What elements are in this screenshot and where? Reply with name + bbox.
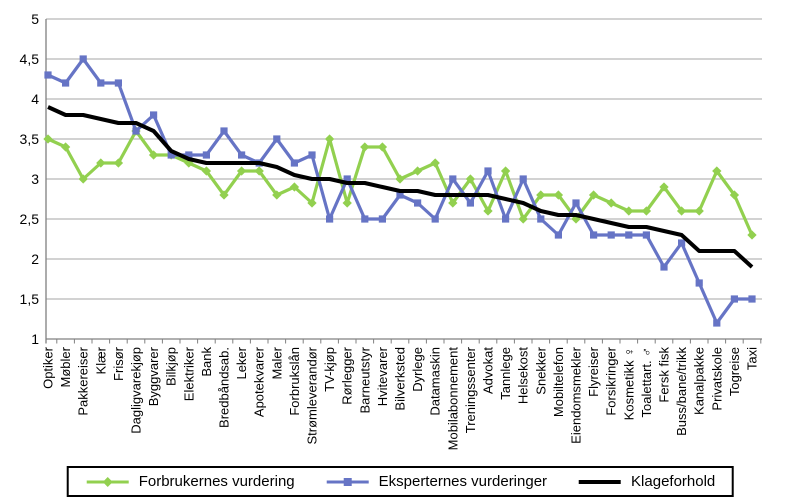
svg-text:Hvitevarer: Hvitevarer	[375, 346, 390, 406]
svg-text:Klær: Klær	[93, 346, 108, 374]
svg-text:Bank: Bank	[199, 347, 214, 377]
svg-text:Elektriker: Elektriker	[181, 346, 196, 401]
svg-text:Dagligvarekjøp: Dagligvarekjøp	[129, 347, 144, 434]
x-axis-labels: Optiker Møbler Pakkereiser Klær Frisør Daglig…	[41, 346, 760, 450]
legend-item-klageforhold: Klageforhold	[577, 473, 715, 490]
series-0-line-with-markers	[43, 126, 757, 240]
svg-text:Pakkereiser: Pakkereiser	[76, 346, 91, 415]
svg-text:Datamaskin: Datamaskin	[428, 347, 443, 416]
svg-text:5: 5	[31, 11, 39, 27]
svg-text:Dyrlege: Dyrlege	[410, 347, 425, 392]
svg-text:1,5: 1,5	[20, 291, 40, 307]
svg-text:Snekker: Snekker	[533, 346, 548, 394]
svg-text:Bilverksted: Bilverksted	[393, 347, 408, 411]
svg-text:Frisør: Frisør	[111, 346, 126, 381]
svg-text:Byggvarer: Byggvarer	[146, 346, 161, 406]
svg-text:1: 1	[31, 331, 39, 347]
y-axis-labels: 1 1,5 2 2,5 3 3,5 4 4,5 5	[20, 11, 40, 347]
svg-text:Forsikringer: Forsikringer	[604, 346, 619, 415]
legend-label: Eksperternes vurderinger	[378, 473, 548, 490]
svg-text:Bilkjøp: Bilkjøp	[164, 347, 179, 386]
svg-text:Taxi: Taxi	[745, 347, 760, 370]
chart-legend: Forbrukernes vurdering Eksperternes vurd…	[66, 466, 734, 497]
legend-item-eksperternes: Eksperternes vurderinger	[325, 473, 547, 490]
svg-text:4: 4	[31, 91, 39, 107]
svg-text:4,5: 4,5	[20, 51, 40, 67]
svg-text:Strømleverandør: Strømleverandør	[305, 346, 320, 444]
svg-text:Apotekvarer: Apotekvarer	[252, 346, 267, 417]
series-2-line	[47, 105, 754, 269]
svg-text:Mobilabonnement: Mobilabonnement	[445, 347, 460, 451]
axes	[45, 19, 762, 344]
legend-marker-forbrukernes-icon	[85, 476, 131, 488]
svg-text:Rørlegger: Rørlegger	[340, 346, 355, 404]
svg-text:Flyreiser: Flyreiser	[586, 346, 601, 397]
svg-text:3,5: 3,5	[20, 131, 40, 147]
svg-text:TV-kjøp: TV-kjøp	[322, 347, 337, 392]
svg-text:Kosmetikk ♀: Kosmetikk ♀	[621, 347, 636, 420]
svg-text:Kanalpakke: Kanalpakke	[692, 347, 707, 415]
legend-marker-eksperternes-icon	[325, 476, 371, 488]
legend-label: Klageforhold	[631, 473, 716, 490]
svg-text:Helsekost: Helsekost	[516, 347, 531, 404]
svg-text:Optiker: Optiker	[41, 346, 56, 389]
svg-text:Maler: Maler	[269, 346, 284, 379]
svg-text:Treningssenter: Treningssenter	[463, 346, 478, 433]
svg-text:Møbler: Møbler	[58, 346, 73, 387]
svg-text:Bredbåndsab.: Bredbåndsab.	[217, 347, 232, 428]
svg-text:Togreise: Togreise	[727, 347, 742, 396]
svg-text:Barneutstyr: Barneutstyr	[357, 346, 372, 413]
svg-text:Tannlege: Tannlege	[498, 347, 513, 400]
svg-text:Toalettart. ♂: Toalettart. ♂	[639, 347, 654, 417]
svg-text:Privatskole: Privatskole	[709, 347, 724, 411]
legend-label: Forbrukernes vurdering	[138, 473, 295, 490]
svg-text:Forbrukslån: Forbrukslån	[287, 347, 302, 416]
legend-item-forbrukernes: Forbrukernes vurdering	[85, 473, 295, 490]
legend-marker-klageforhold-icon	[577, 476, 623, 488]
svg-text:3: 3	[31, 171, 39, 187]
svg-text:Leker: Leker	[234, 346, 249, 379]
svg-text:2: 2	[31, 251, 39, 267]
svg-text:Buss/bane/trikk: Buss/bane/trikk	[674, 347, 689, 436]
svg-text:Eiendomsmekler: Eiendomsmekler	[569, 346, 584, 443]
svg-text:Fersk fisk: Fersk fisk	[657, 347, 672, 403]
svg-text:2,5: 2,5	[20, 211, 40, 227]
svg-text:Advokat: Advokat	[481, 347, 496, 394]
svg-text:Mobiltelefon: Mobiltelefon	[551, 347, 566, 417]
